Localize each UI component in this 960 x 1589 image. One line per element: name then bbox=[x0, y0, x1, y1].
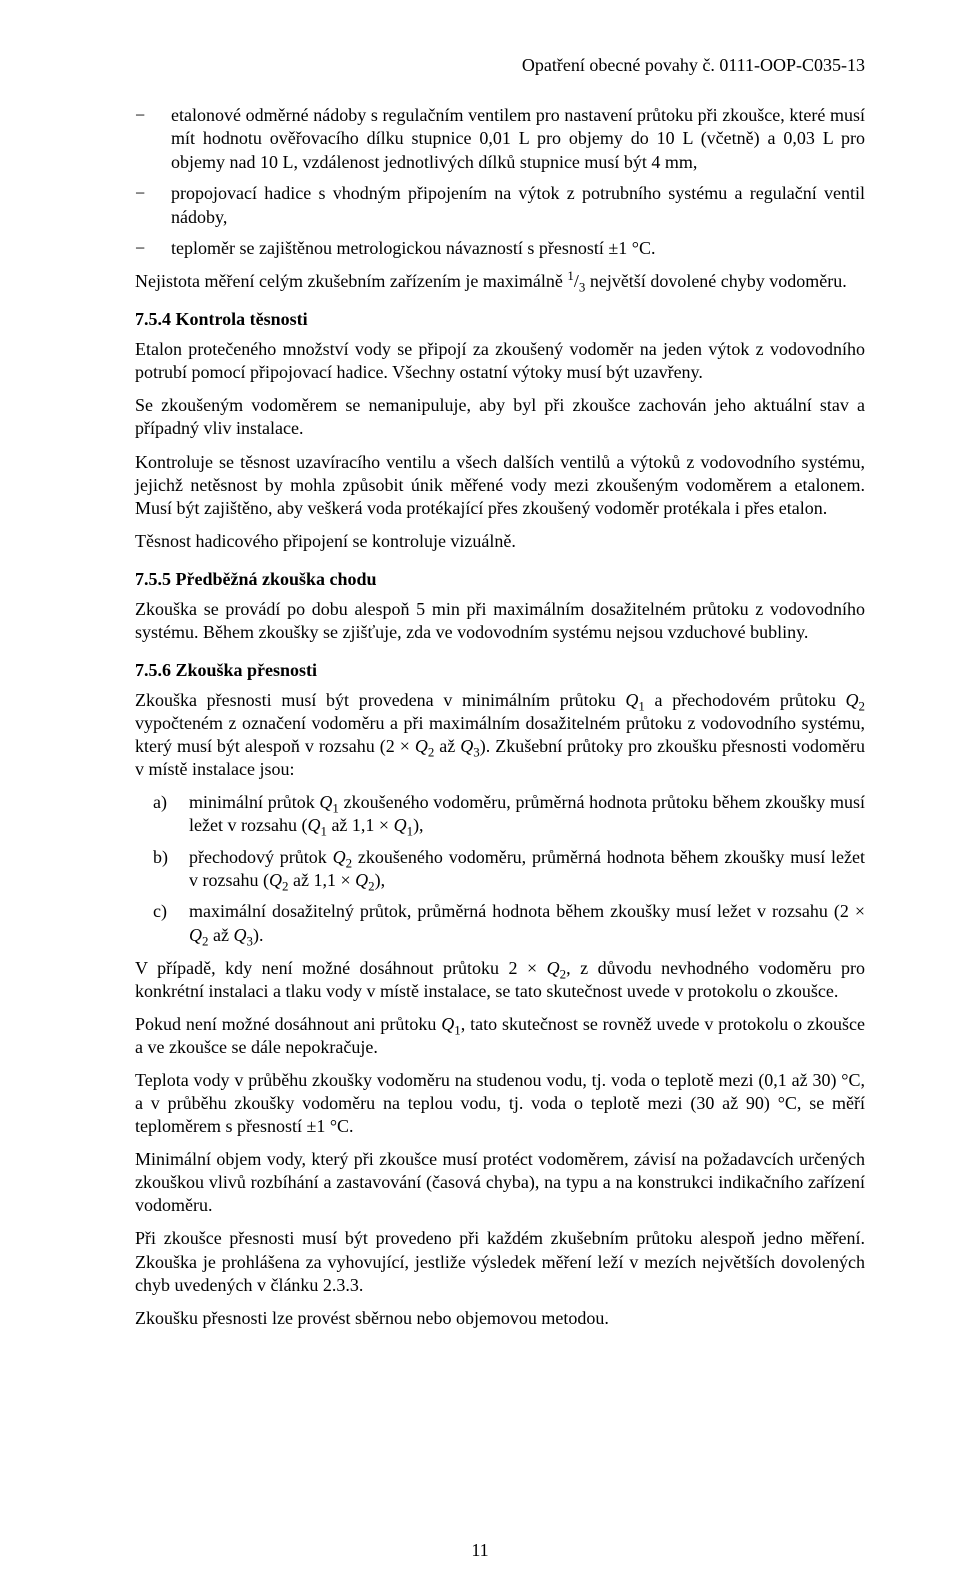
paragraph: Etalon protečeného množství vody se přip… bbox=[135, 338, 865, 384]
text: až 1,1 × bbox=[288, 870, 355, 890]
marker: a) bbox=[153, 791, 167, 814]
text: Zkouška přesnosti musí být provedena v m… bbox=[135, 690, 625, 710]
paragraph: Se zkoušeným vodoměrem se nemanipuluje, … bbox=[135, 394, 865, 440]
document-page: Opatření obecné povahy č. 0111-OOP-C035-… bbox=[0, 0, 960, 1589]
heading-7-5-4: 7.5.4 Kontrola těsnosti bbox=[135, 309, 865, 330]
heading-7-5-6: 7.5.6 Zkouška přesnosti bbox=[135, 660, 865, 681]
paragraph: Teplota vody v průběhu zkoušky vodoměru … bbox=[135, 1069, 865, 1138]
page-number: 11 bbox=[0, 1540, 960, 1561]
paragraph: Těsnost hadicového připojení se kontrolu… bbox=[135, 530, 865, 553]
paragraph: Minimální objem vody, který při zkoušce … bbox=[135, 1148, 865, 1217]
header-reference: Opatření obecné povahy č. 0111-OOP-C035-… bbox=[135, 55, 865, 76]
paragraph: Kontroluje se těsnost uzavíracího ventil… bbox=[135, 451, 865, 520]
paragraph: V případě, kdy není možné dosáhnout průt… bbox=[135, 957, 865, 1003]
paragraph: Zkouška přesnosti musí být provedena v m… bbox=[135, 689, 865, 781]
list-item: propojovací hadice s vhodným připojením … bbox=[135, 182, 865, 229]
list-item: c) maximální dosažitelný průtok, průměrn… bbox=[135, 900, 865, 947]
list-item: a) minimální průtok Q1 zkoušeného vodomě… bbox=[135, 791, 865, 838]
heading-7-5-5: 7.5.5 Předběžná zkouška chodu bbox=[135, 569, 865, 590]
text: V případě, kdy není možné dosáhnout průt… bbox=[135, 958, 547, 978]
text: Nejistota měření celým zkušebním zařízen… bbox=[135, 271, 567, 291]
text: až bbox=[208, 925, 233, 945]
sup: 1 bbox=[567, 268, 573, 283]
text: Pokud není možné dosáhnout ani průtoku bbox=[135, 1014, 441, 1034]
paragraph: Zkoušku přesnosti lze provést sběrnou ne… bbox=[135, 1307, 865, 1330]
paragraph: Zkouška se provádí po dobu alespoň 5 min… bbox=[135, 598, 865, 644]
marker: c) bbox=[153, 900, 167, 923]
paragraph: Pokud není možné dosáhnout ani průtoku Q… bbox=[135, 1013, 865, 1059]
list-item: b) přechodový průtok Q2 zkoušeného vodom… bbox=[135, 846, 865, 893]
bullet-list: etalonové odměrné nádoby s regulačním ve… bbox=[135, 104, 865, 260]
text: přechodový průtok bbox=[189, 847, 333, 867]
text: až 1,1 × bbox=[327, 815, 394, 835]
list-item: teploměr se zajištěnou metrologickou náv… bbox=[135, 237, 865, 260]
text: až bbox=[434, 736, 460, 756]
text: ), bbox=[375, 870, 386, 890]
text: ), bbox=[413, 815, 424, 835]
text: a přechodovém průtoku bbox=[645, 690, 846, 710]
paragraph-uncertainty: Nejistota měření celým zkušebním zařízen… bbox=[135, 270, 865, 293]
marker: b) bbox=[153, 846, 168, 869]
ordered-list: a) minimální průtok Q1 zkoušeného vodomě… bbox=[135, 791, 865, 947]
text: největší dovolené chyby vodoměru. bbox=[585, 271, 846, 291]
list-item: etalonové odměrné nádoby s regulačním ve… bbox=[135, 104, 865, 174]
text: minimální průtok bbox=[189, 792, 319, 812]
paragraph: Při zkoušce přesnosti musí být provedeno… bbox=[135, 1227, 865, 1296]
text: maximální dosažitelný průtok, průměrná h… bbox=[189, 901, 865, 921]
text: ). bbox=[253, 925, 264, 945]
